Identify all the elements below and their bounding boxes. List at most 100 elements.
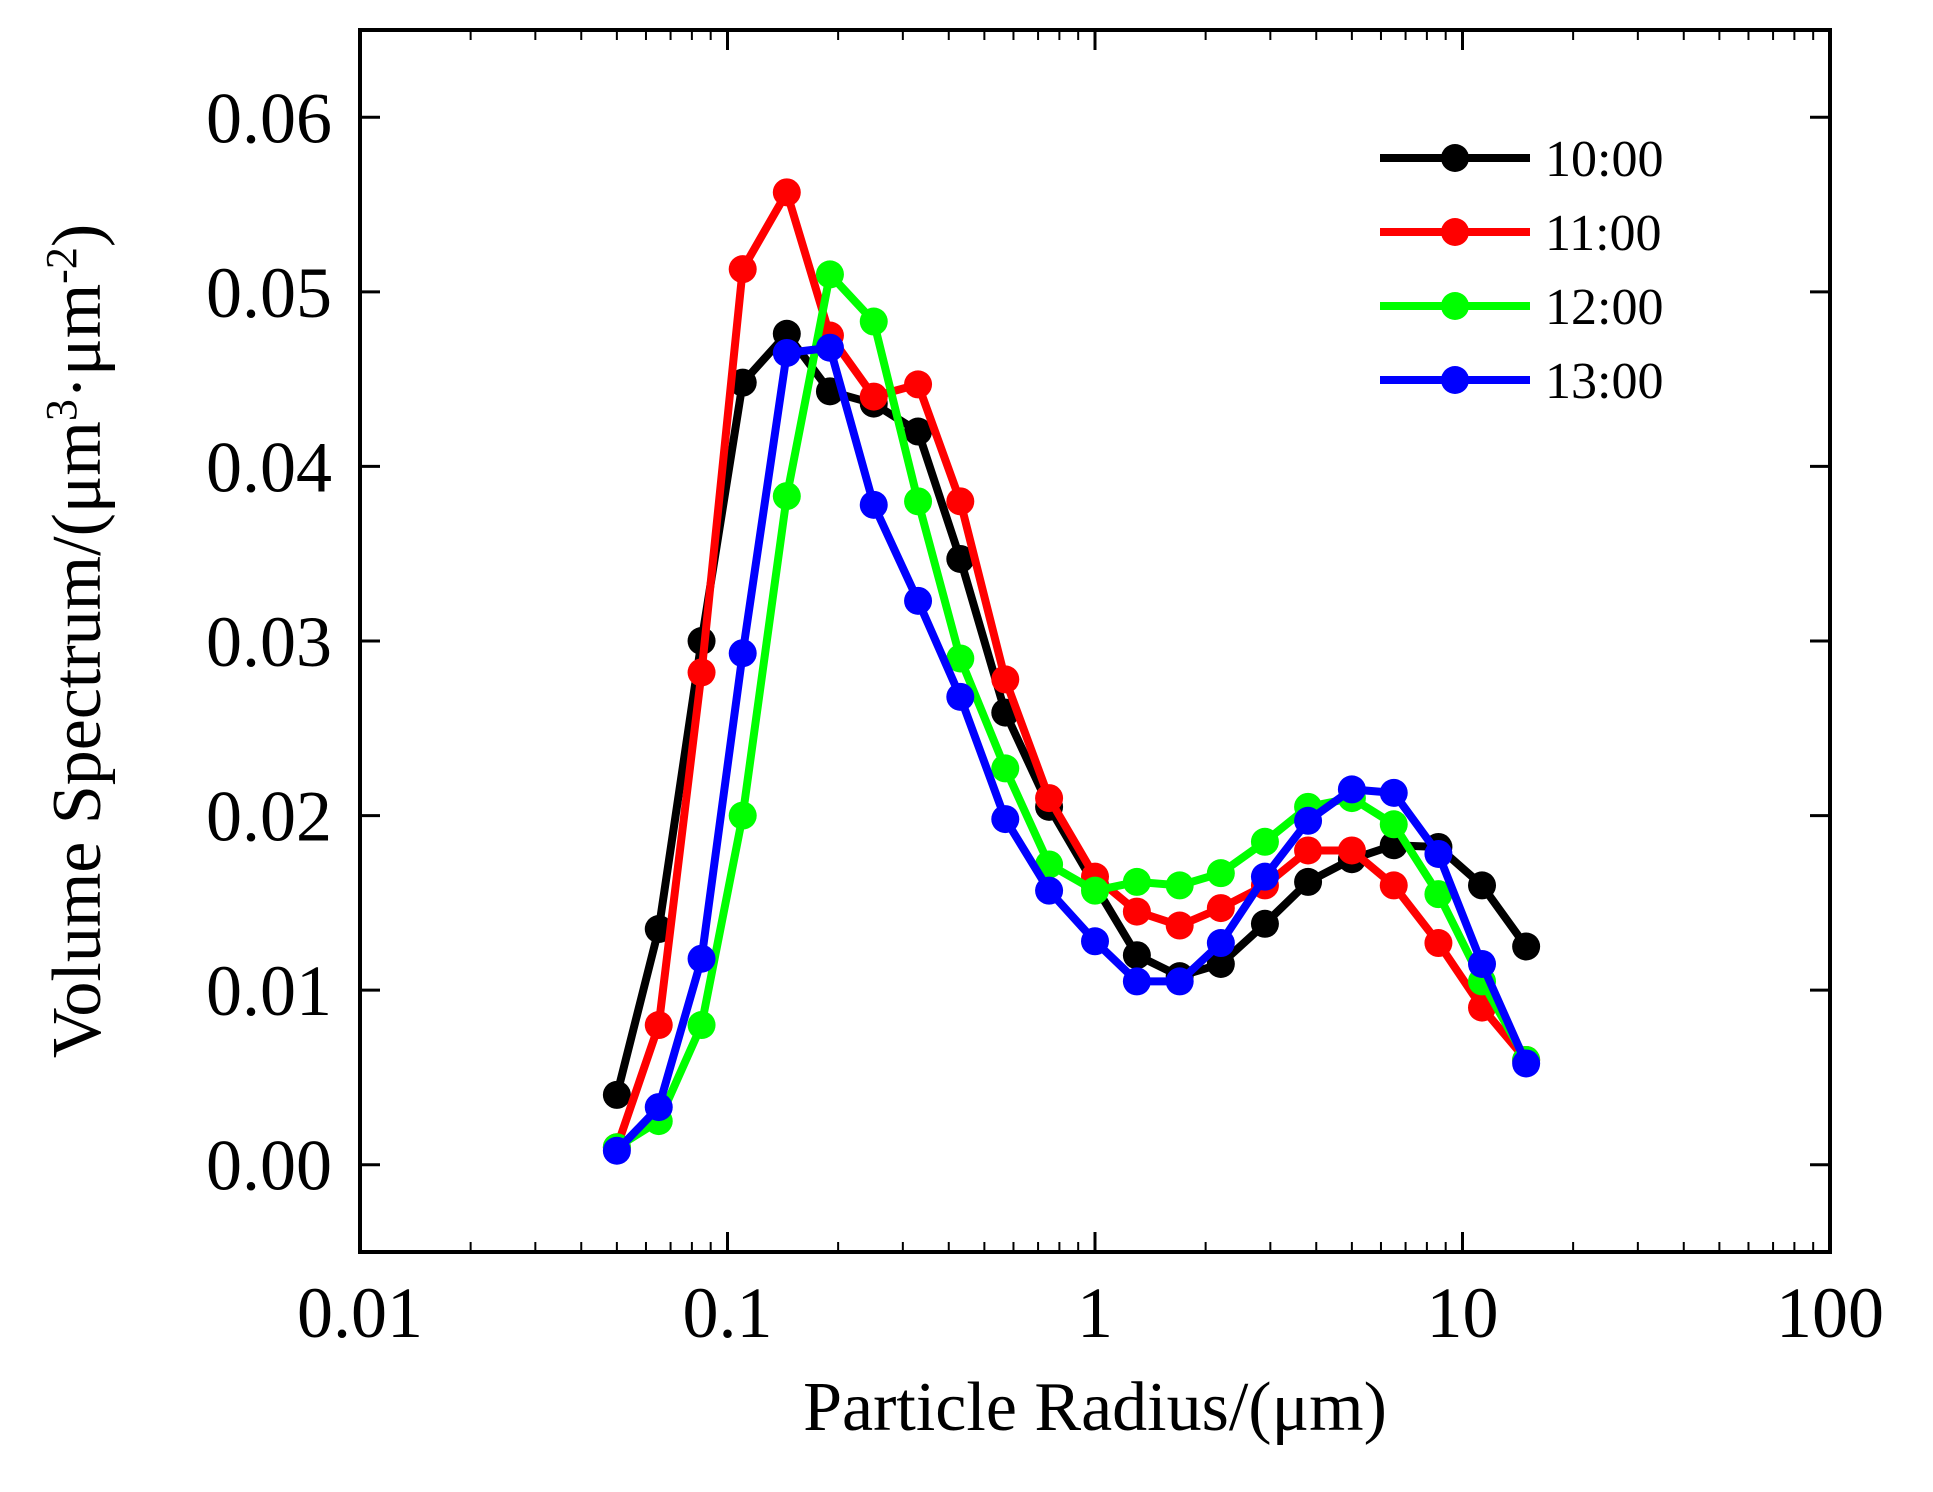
y-tick-label: 0.02: [206, 777, 332, 857]
legend-label: 12:00: [1545, 279, 1663, 336]
y-axis-label-prefix: Volume Spectrum/(μm: [39, 421, 116, 1058]
legend-swatch-marker: [1441, 144, 1469, 172]
series-line: [614, 270, 1530, 1151]
data-point: [1165, 871, 1194, 900]
data-point: [772, 338, 801, 367]
data-point: [1468, 871, 1497, 900]
data-point: [1035, 876, 1064, 905]
legend-swatch-marker: [1441, 218, 1469, 246]
data-point: [687, 1011, 716, 1040]
data-point: [1035, 850, 1064, 879]
data-point: [1424, 839, 1453, 868]
data-point: [772, 319, 801, 348]
data-point: [1122, 941, 1151, 970]
series-line: [613, 343, 1530, 1154]
data-point: [946, 682, 975, 711]
data-point: [1122, 867, 1151, 896]
data-point: [859, 490, 888, 519]
data-point: [1081, 927, 1109, 956]
data-point: [946, 487, 975, 516]
y-tick-label: 0.05: [206, 253, 332, 333]
data-point: [1206, 929, 1235, 958]
y-tick-label: 0.06: [206, 78, 332, 158]
y-axis-label-middle: ·μm: [39, 284, 116, 399]
data-point: [772, 178, 801, 207]
legend-item: 12:00: [1380, 279, 1663, 336]
data-point: [1081, 876, 1109, 905]
legend-item: 10:00: [1380, 131, 1663, 188]
data-point: [728, 639, 757, 668]
y-axis-label-sup-neg2: -2: [37, 247, 86, 284]
data-point: [815, 260, 844, 289]
data-point: [1379, 810, 1408, 839]
data-point: [1294, 836, 1323, 865]
series-layer: [602, 178, 1541, 1165]
data-point: [1250, 827, 1279, 856]
data-point: [904, 487, 933, 516]
data-point: [1206, 894, 1235, 923]
legend-item: 11:00: [1380, 205, 1662, 262]
data-point: [1512, 1049, 1541, 1078]
y-axis-label: Volume Spectrum/(μm3·μm-2): [37, 224, 117, 1058]
data-point: [602, 1136, 631, 1165]
data-point: [1035, 784, 1064, 813]
y-axis-label-sup-3: 3: [37, 399, 86, 421]
data-point: [904, 586, 933, 615]
legend-swatch-marker: [1441, 366, 1469, 394]
data-point: [904, 417, 933, 446]
series-line: [612, 329, 1530, 1096]
series-line: [613, 188, 1530, 1149]
data-point: [991, 805, 1020, 834]
data-point: [859, 307, 888, 336]
x-tick-label: 10: [1427, 1273, 1499, 1353]
data-point: [687, 658, 716, 687]
x-tick-label: 0.01: [297, 1273, 423, 1353]
data-point: [946, 544, 975, 573]
legend-label: 11:00: [1545, 205, 1662, 262]
data-point: [1122, 897, 1151, 926]
data-point: [1165, 967, 1194, 996]
data-point: [991, 665, 1020, 694]
data-point: [1468, 949, 1497, 978]
legend-swatch-marker: [1441, 292, 1469, 320]
y-tick-label: 0.00: [206, 1126, 332, 1206]
x-axis-label: Particle Radius/(μm): [803, 1369, 1387, 1446]
data-point: [1206, 949, 1235, 978]
series-1000: [602, 319, 1541, 1109]
legend: 10:00 11:00 12:00 13:00: [1380, 131, 1663, 410]
data-point: [1379, 778, 1408, 807]
y-tick-label: 0.04: [206, 427, 332, 507]
data-point: [1250, 909, 1279, 938]
data-point: [687, 944, 716, 973]
data-point: [1294, 867, 1323, 896]
data-point: [1337, 836, 1366, 865]
tick-labels: 0.01 0.1 1 10 100 0.00 0.01 0.02 0.03 0.04 0.05 0.0…: [206, 78, 1884, 1353]
x-tick-label: 100: [1776, 1273, 1884, 1353]
y-tick-label: 0.01: [206, 951, 332, 1031]
data-point: [602, 1080, 631, 1109]
series-1300: [602, 333, 1541, 1165]
data-point: [1379, 871, 1408, 900]
data-point: [946, 644, 975, 673]
series-1200: [602, 260, 1541, 1162]
data-point: [1337, 775, 1366, 804]
legend-label: 10:00: [1545, 131, 1663, 188]
data-point: [1424, 929, 1453, 958]
data-point: [815, 333, 844, 362]
data-point: [1206, 859, 1235, 888]
data-point: [728, 801, 757, 830]
y-axis-label-suffix: ): [39, 224, 116, 247]
data-point: [1250, 862, 1279, 891]
data-point: [991, 754, 1020, 783]
data-point: [644, 1093, 673, 1122]
legend-item: 13:00: [1380, 353, 1663, 410]
x-tick-label: 0.1: [683, 1273, 773, 1353]
x-tick-label: 1: [1077, 1273, 1113, 1353]
legend-label: 13:00: [1545, 353, 1663, 410]
data-point: [859, 382, 888, 411]
series-1100: [602, 178, 1541, 1162]
data-point: [1424, 880, 1453, 909]
data-point: [772, 482, 801, 511]
data-point: [1165, 911, 1194, 940]
